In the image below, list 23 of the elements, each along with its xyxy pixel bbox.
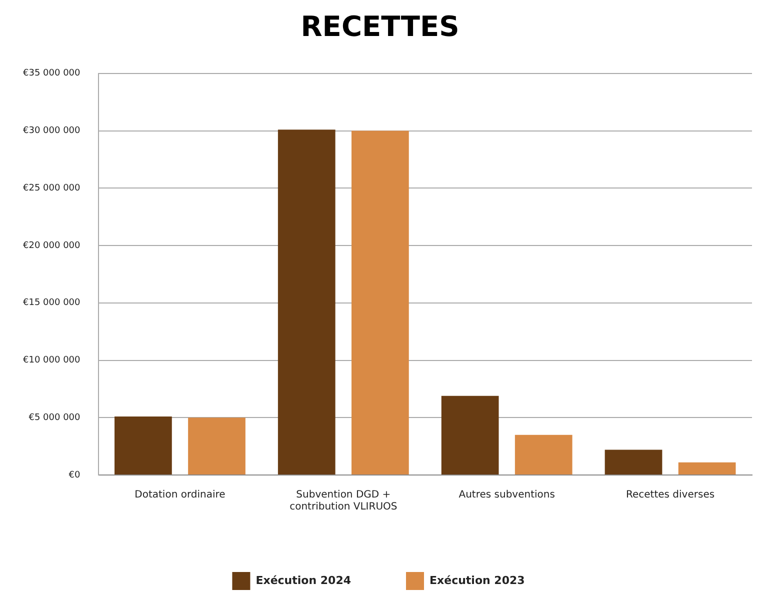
y-tick-label: €10 000 000	[22, 356, 81, 366]
y-tick-label: €30 000 000	[22, 126, 81, 136]
bar	[514, 434, 572, 474]
legend-label: Exécution 2023	[430, 574, 525, 587]
bar	[188, 418, 246, 474]
bar	[352, 130, 409, 474]
y-tick-label: €35 000 000	[22, 68, 81, 79]
bar	[114, 416, 172, 474]
bar	[604, 450, 662, 474]
y-tick-label: €5 000 000	[28, 412, 81, 423]
legend-label: Exécution 2024	[256, 574, 352, 587]
x-tick-label: Recettes diverses	[626, 490, 715, 501]
y-tick-label: €20 000 000	[22, 240, 81, 251]
y-tick-label: €25 000 000	[22, 183, 81, 194]
x-tick-label: Autres subventions	[458, 490, 555, 501]
y-tick-label: €15 000 000	[22, 298, 81, 308]
bar	[278, 130, 336, 474]
x-tick-label: Dotation ordinaire	[134, 490, 226, 501]
bar	[441, 396, 499, 474]
y-tick-label: €0	[68, 470, 81, 480]
x-tick-label: Subvention DGD + contribution VLIRUOS	[290, 490, 398, 513]
bar	[678, 462, 736, 474]
chart-title: RECETTES	[300, 9, 460, 45]
